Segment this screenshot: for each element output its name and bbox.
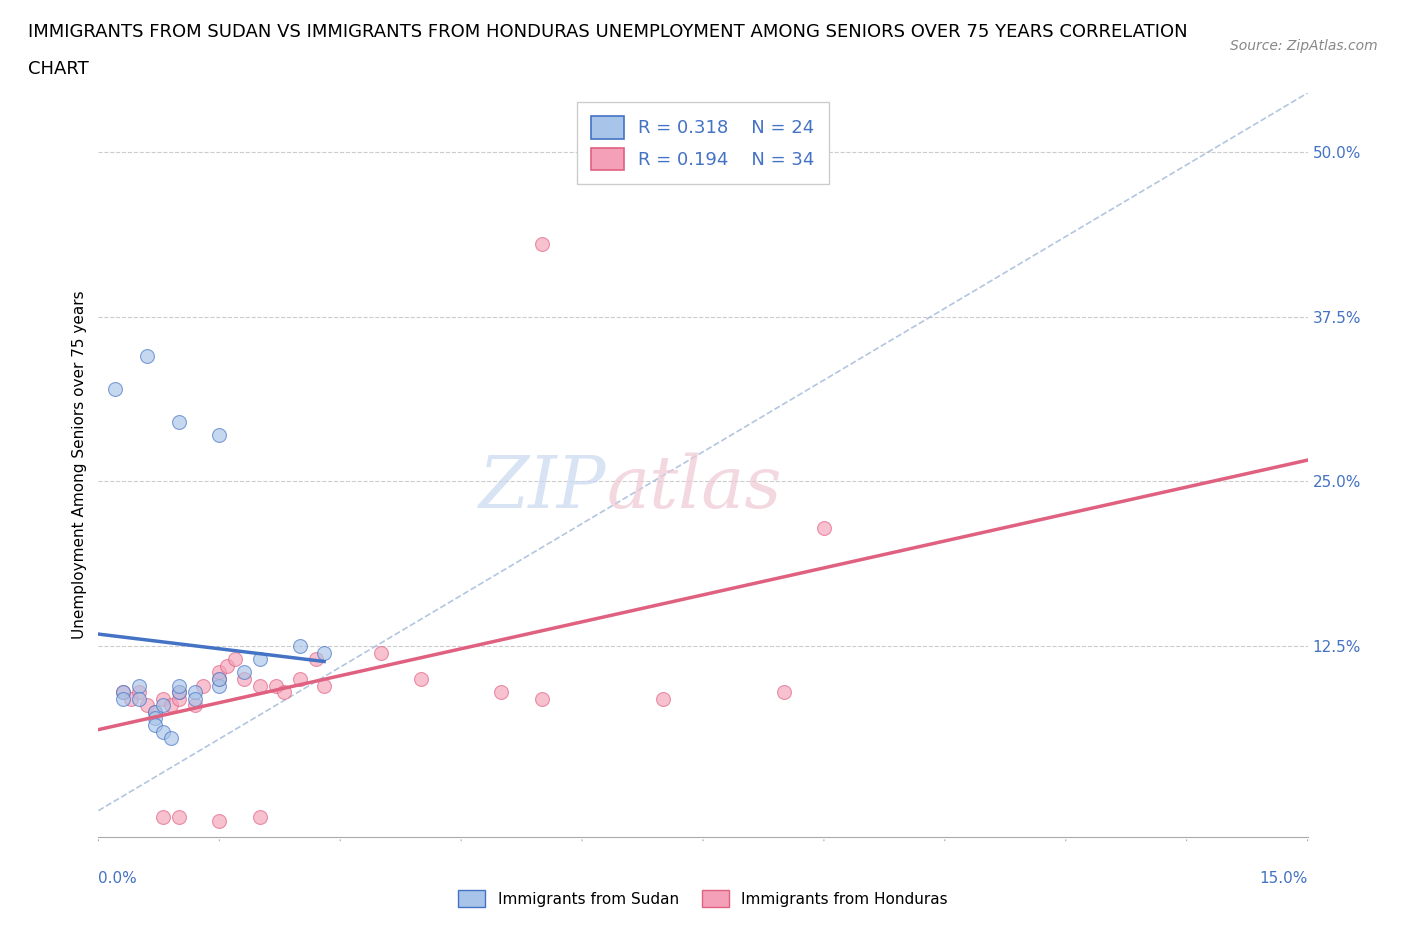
Point [314,678,336,693]
Point [370,645,392,660]
Point [208,814,231,829]
Text: CHART: CHART [28,60,89,78]
Point [651,691,673,706]
Point [120,691,142,706]
Point [208,671,231,686]
Point [128,684,150,699]
Point [128,678,150,693]
Point [208,428,231,443]
Point [167,810,190,825]
Point [530,691,553,706]
Point [409,671,432,686]
Point [152,724,174,739]
Text: ZIP: ZIP [479,452,606,523]
Point [111,691,134,706]
Point [232,671,254,686]
Point [491,684,513,699]
Point [264,678,287,693]
Point [305,652,328,667]
Point [143,704,166,719]
Point [208,671,231,686]
Point [249,678,271,693]
Point [184,684,207,699]
Point [813,520,835,535]
Text: IMMIGRANTS FROM SUDAN VS IMMIGRANTS FROM HONDURAS UNEMPLOYMENT AMONG SENIORS OVE: IMMIGRANTS FROM SUDAN VS IMMIGRANTS FROM… [28,23,1188,41]
Point [772,684,794,699]
Point [273,684,295,699]
Point [152,691,174,706]
Legend: R = 0.318    N = 24, R = 0.194    N = 34: R = 0.318 N = 24, R = 0.194 N = 34 [576,102,830,184]
Legend: Immigrants from Sudan, Immigrants from Honduras: Immigrants from Sudan, Immigrants from H… [451,884,955,913]
Text: atlas: atlas [606,452,782,523]
Point [103,382,125,397]
Point [167,415,190,430]
Point [184,698,207,712]
Point [167,691,190,706]
Point [208,678,231,693]
Text: 15.0%: 15.0% [1260,871,1308,886]
Point [167,678,190,693]
Point [160,731,183,746]
Point [232,665,254,680]
Point [143,718,166,733]
Point [184,691,207,706]
Point [314,645,336,660]
Point [143,711,166,726]
Point [135,349,157,364]
Point [288,671,311,686]
Point [167,684,190,699]
Text: Source: ZipAtlas.com: Source: ZipAtlas.com [1230,39,1378,53]
Point [249,810,271,825]
Point [111,684,134,699]
Point [152,810,174,825]
Point [143,704,166,719]
Point [167,684,190,699]
Text: 0.0%: 0.0% [98,871,138,886]
Point [152,698,174,712]
Point [288,639,311,654]
Point [135,698,157,712]
Point [530,237,553,252]
Point [128,691,150,706]
Point [111,684,134,699]
Point [193,678,215,693]
Y-axis label: Unemployment Among Seniors over 75 years: Unemployment Among Seniors over 75 years [72,291,87,639]
Point [224,652,246,667]
Point [217,658,239,673]
Point [208,665,231,680]
Point [249,652,271,667]
Point [160,698,183,712]
